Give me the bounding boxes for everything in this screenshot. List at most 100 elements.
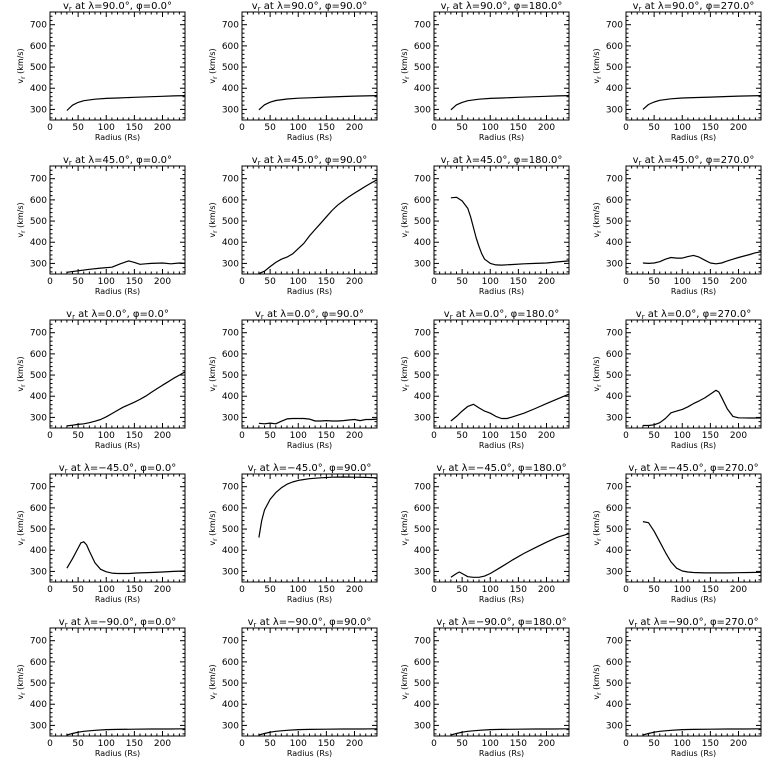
x-tick-label: 150 [510,585,527,595]
x-tick-label: 200 [538,277,555,287]
x-tick-label: 50 [648,585,660,595]
chart-panel-3: vr at λ=90.0°, φ=180.0°0 50 100 150 20030040… [400,1,570,142]
x-tick-label: 150 [702,277,719,287]
x-tick-label: 0 [431,431,437,441]
chart-panel-4: vr at λ=90.0°, φ=270.0°0 50 100 150 20030040… [592,1,762,142]
x-axis-label: Radius (Rs) [95,287,140,296]
x-tick-label: 100 [98,431,115,441]
x-axis-label: Radius (Rs) [95,749,140,758]
title-var: v [252,1,258,12]
y-tick-label: 600 [30,658,47,668]
title-prefix: at λ= [445,463,476,474]
title-suffix: ° [557,155,562,166]
title-mid: °, φ= [318,617,344,628]
title-prefix: at λ= [264,309,295,320]
y-tick-label: 600 [414,196,431,206]
chart-title: vr at λ=−45.0°, φ=90.0° [248,463,372,475]
y-tick-label: 400 [606,700,623,710]
chart-title: vr at λ=−90.0°, φ=180.0° [436,617,566,629]
y-label-subscript: r [20,692,27,695]
title-latitude: −90.0 [476,617,507,628]
x-tick-label: 0 [431,123,437,133]
title-var: v [63,1,69,12]
y-label-subscript: r [596,230,603,233]
x-tick-label: 150 [126,431,143,441]
plot-frame [433,319,570,429]
y-tick-label: 400 [30,392,47,402]
y-tick-label: 300 [606,105,623,115]
y-tick-label: 300 [414,721,431,731]
x-tick-label: 50 [72,739,84,749]
chart-panel-1: vr at λ=90.0°, φ=0.0°0 50 100 150 2003004005… [16,1,186,142]
title-suffix: ° [366,463,371,474]
y-label-subscript: r [596,384,603,387]
y-tick-label: 500 [222,679,239,689]
title-mid: °, φ= [125,155,151,166]
y-tick-label: 700 [414,21,431,31]
title-prefix: at λ= [68,617,99,628]
y-tick-label: 600 [414,350,431,360]
title-longitude: 180.0 [529,155,558,166]
chart-title: vr at λ=90.0°, φ=180.0° [441,1,563,13]
x-tick-label: 150 [702,585,719,595]
y-label-var: v [208,387,217,392]
title-prefix: at λ= [449,1,480,12]
chart-panel-13: vr at λ=−45.0°, φ=0.0°0 50 100 150 200300400… [16,463,186,604]
x-tick-label: 0 [239,431,245,441]
plot-frame [433,473,570,583]
title-prefix: at λ= [261,1,292,12]
x-tick-label: 100 [98,585,115,595]
title-mid: °, φ= [314,1,340,12]
y-tick-label: 500 [414,679,431,689]
series-line [450,393,570,422]
y-axis-label: vr (km/s) [208,48,219,83]
title-subscript: r [639,159,642,167]
y-label-subscript: r [20,230,27,233]
title-suffix: ° [562,463,567,474]
y-axis-label: vr (km/s) [208,356,219,391]
series-line [450,728,570,736]
chart-title: vr at λ=−45.0°, φ=270.0° [628,463,758,475]
x-tick-label: 100 [290,739,307,749]
y-label-var: v [400,233,409,238]
y-label-subscript: r [212,76,219,79]
y-label-var: v [592,79,601,84]
title-var: v [66,309,72,320]
x-tick-label: 0 [431,585,437,595]
y-label-units: (km/s) [16,356,25,384]
title-longitude: 180.0 [526,309,555,320]
title-var: v [633,1,639,12]
y-tick-label: 600 [222,42,239,52]
title-latitude: 45.0 [291,155,313,166]
y-tick-label: 300 [414,105,431,115]
x-tick-label: 150 [510,123,527,133]
y-tick-label: 600 [222,658,239,668]
y-tick-label: 300 [222,259,239,269]
y-tick-label: 400 [222,546,239,556]
title-latitude: 90.0 [480,1,502,12]
x-tick-label: 100 [482,431,499,441]
y-label-units: (km/s) [208,356,217,384]
y-tick-label: 400 [222,700,239,710]
chart-panel-6: vr at λ=45.0°, φ=90.0°0 50 100 150 200300400… [208,155,378,296]
chart-panel-12: vr at λ=0.0°, φ=270.0°0 50 100 150 200300400… [592,309,762,450]
x-tick-label: 150 [126,739,143,749]
y-tick-label: 600 [606,196,623,206]
y-tick-label: 500 [414,217,431,227]
y-tick-label: 500 [30,525,47,535]
title-mid: °, φ= [694,155,720,166]
y-label-subscript: r [404,230,411,233]
x-tick-label: 100 [290,277,307,287]
y-label-var: v [592,541,601,546]
y-tick-label: 300 [606,567,623,577]
y-label-subscript: r [404,538,411,541]
y-label-subscript: r [212,384,219,387]
y-tick-label: 600 [222,504,239,514]
y-tick-label: 300 [30,721,47,731]
series-line [450,533,570,578]
title-prefix: at λ= [449,155,480,166]
y-label-units: (km/s) [16,202,25,230]
plot-frame [625,473,762,583]
chart-panel-19: vr at λ=−90.0°, φ=180.0°0 50 100 150 2003004… [400,617,570,758]
y-tick-label: 700 [414,175,431,185]
